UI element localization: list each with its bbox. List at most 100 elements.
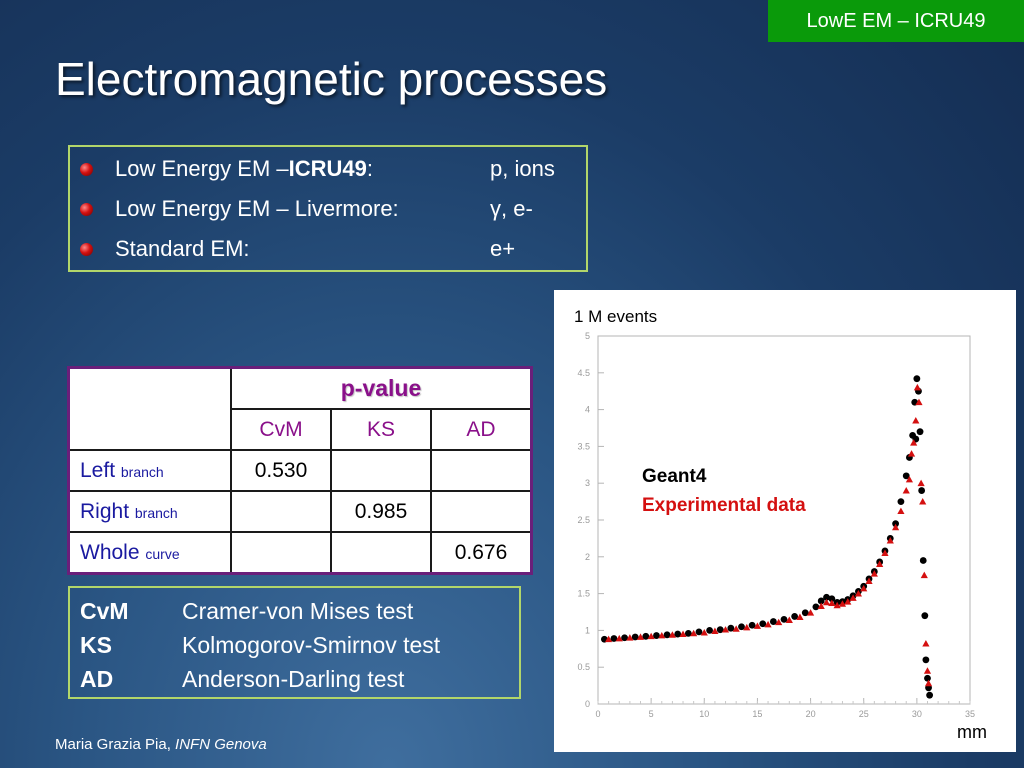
test-abbr: CvM — [80, 598, 129, 624]
geant4-point — [892, 520, 899, 528]
experimental-point — [870, 570, 878, 577]
column-header-ad: AD — [430, 408, 533, 451]
experimental-point — [905, 475, 914, 483]
process-particles: γ, e- — [490, 196, 533, 221]
row-label: Right branch — [67, 490, 232, 533]
geant4-point — [684, 629, 692, 637]
processes-box: Low Energy EM – ICRU49 : p, ions Low Ene… — [68, 145, 588, 272]
footer-institution: INFN Genova — [175, 736, 267, 753]
geant4-point — [631, 633, 639, 641]
experimental-point — [910, 439, 918, 446]
test-name: Anderson-Darling test — [182, 666, 405, 692]
pvalue-header: p-value — [230, 366, 533, 410]
geant4-point — [621, 634, 628, 642]
geant4-point — [610, 635, 618, 642]
experimental-point — [919, 498, 927, 505]
geant4-point — [769, 618, 777, 625]
x-tick-label: 20 — [806, 709, 816, 719]
experimental-point — [743, 623, 751, 631]
geant4-point — [716, 626, 724, 634]
table-row: Right branch 0.985 — [67, 490, 533, 533]
process-label-prefix: Low Energy EM – — [115, 156, 289, 181]
experimental-point — [924, 679, 933, 687]
experimental-point — [849, 594, 857, 601]
bullet-icon — [80, 202, 93, 216]
plot-frame — [597, 335, 971, 705]
y-tick-label: 3 — [585, 478, 590, 488]
table-corner-cell — [67, 366, 232, 451]
chart-annotation: 1 M events — [574, 307, 657, 326]
geant4-point — [674, 630, 682, 638]
table-cell — [430, 449, 533, 492]
table-cell — [330, 449, 432, 492]
experimental-point — [679, 630, 687, 637]
geant4-point — [759, 620, 767, 628]
geant4-point — [902, 472, 910, 480]
test-name: Cramer-von Mises test — [182, 598, 414, 624]
process-particles: e+ — [490, 236, 516, 261]
experimental-point — [876, 560, 884, 568]
table-row: Whole curve 0.676 — [67, 531, 533, 575]
y-tick-label: 4 — [585, 405, 590, 415]
chart-svg: 0 5 10 15 20 25 30 35 0 0.5 1 1.5 2 2.5 3 3.5 4 4.5 5 1 M e… — [574, 307, 987, 742]
experimental-point — [721, 626, 730, 633]
test-name: Kolmogorov-Smirnov test — [182, 632, 441, 658]
table-cell — [430, 490, 533, 533]
process-item-livermore: Low Energy EM – Livermore: — [80, 191, 399, 227]
geant4-point — [913, 375, 921, 383]
experimental-point — [828, 599, 836, 607]
x-tick-label: 0 — [595, 709, 600, 719]
geant4-point — [663, 631, 671, 639]
experimental-point — [913, 383, 921, 391]
y-tick-label: 5 — [585, 331, 590, 341]
geant4-point — [642, 632, 650, 640]
experimental-point — [753, 622, 762, 629]
y-tick-label: 0.5 — [577, 662, 590, 672]
test-abbr: AD — [80, 666, 114, 692]
geant4-point — [924, 674, 931, 682]
experimental-point — [658, 631, 666, 639]
geant4-point — [653, 632, 660, 639]
x-tick-label: 35 — [965, 709, 975, 719]
table-cell — [330, 531, 432, 575]
geant4-point — [748, 621, 756, 629]
geant4-point — [922, 656, 930, 664]
y-tick-label: 1 — [585, 625, 590, 635]
row-label: Whole curve — [67, 531, 232, 575]
geant4-point — [916, 428, 924, 436]
x-tick-label: 5 — [649, 709, 654, 719]
table-cell: 0.676 — [430, 531, 533, 575]
process-item-standard: Standard EM: — [80, 231, 250, 267]
experimental-point — [764, 620, 772, 628]
geant4-point — [706, 627, 713, 634]
y-tick-label: 2.5 — [577, 515, 590, 525]
pvalue-table: p-value CvM KS AD Left branch 0.530 Righ… — [67, 366, 533, 575]
legend-geant4: Geant4 — [642, 466, 707, 487]
geant4-point — [823, 593, 830, 601]
experimental-point — [785, 616, 793, 623]
test-abbr: KS — [80, 632, 112, 658]
geant4-point — [738, 623, 745, 631]
x-axis-label: mm — [957, 722, 987, 742]
experimental-point — [605, 635, 613, 643]
geant4-point — [727, 624, 735, 632]
footer-credit: Maria Grazia Pia, INFN Genova — [55, 736, 267, 753]
legend-row: AD Anderson-Darling test — [80, 662, 404, 696]
experimental-point — [886, 537, 894, 544]
experimental-point — [775, 618, 783, 626]
geant4-point — [780, 615, 788, 623]
process-item-icru49: Low Energy EM – ICRU49 : — [80, 151, 373, 187]
experimental-point — [838, 600, 847, 607]
experimental-point — [923, 667, 932, 674]
table-cell: 0.985 — [330, 490, 432, 533]
experimental-point — [897, 507, 905, 515]
experimental-point — [854, 590, 862, 597]
geant4-point — [897, 498, 905, 505]
geant4-point — [919, 557, 927, 564]
y-tick-label: 2 — [585, 552, 590, 562]
slide-title: Electromagnetic processes — [55, 53, 608, 105]
experimental-point — [700, 629, 708, 636]
experimental-point — [881, 549, 889, 556]
geant4-point — [918, 487, 926, 494]
process-particles: p, ions — [490, 156, 555, 181]
